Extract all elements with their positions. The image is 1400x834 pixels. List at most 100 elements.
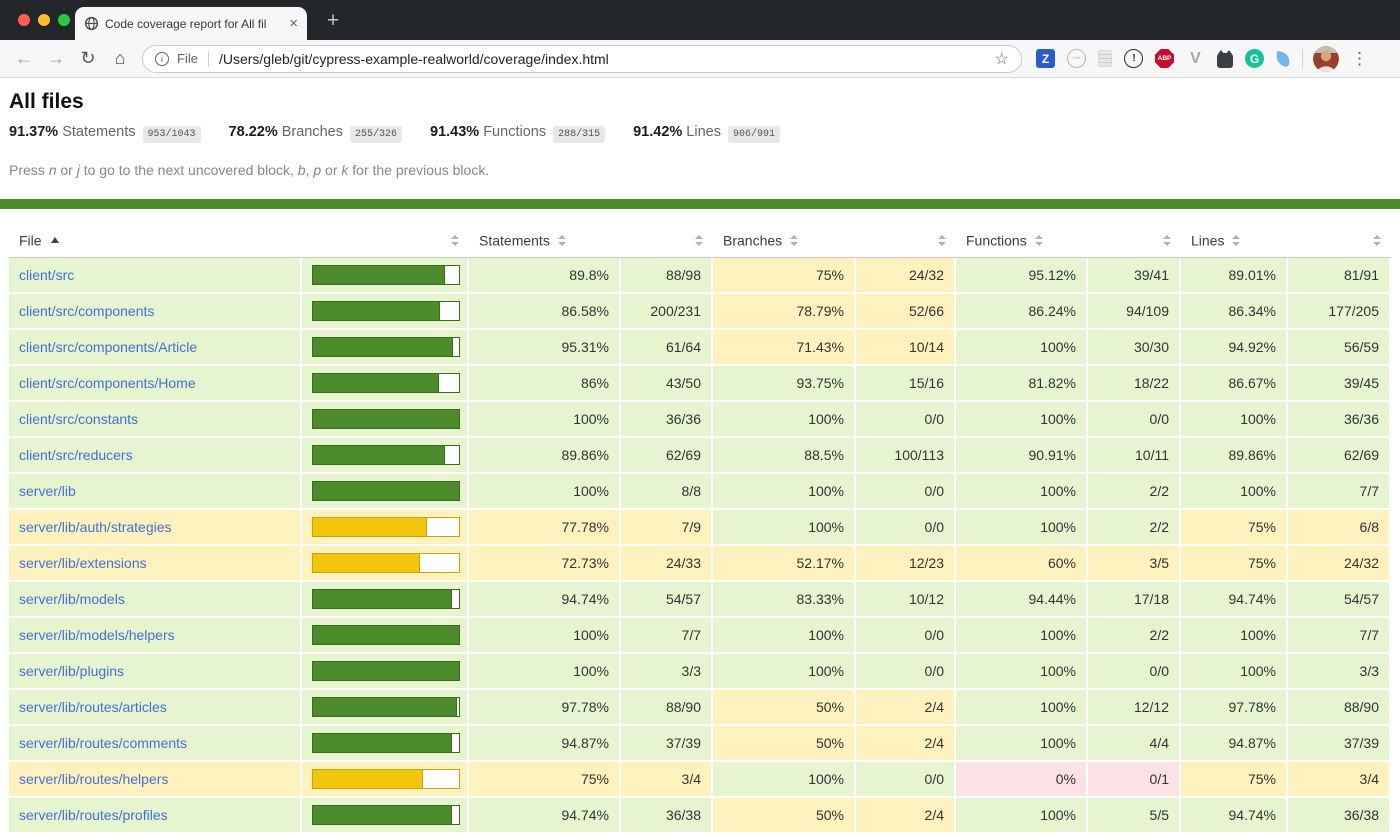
column-header-label: Statements bbox=[479, 232, 550, 249]
coverage-bar bbox=[312, 445, 460, 466]
back-icon[interactable]: ← bbox=[15, 48, 33, 68]
coverage-bar-cell bbox=[302, 546, 469, 583]
functions-fraction-cell: 4/4 bbox=[1088, 726, 1181, 763]
coverage-bar-cell bbox=[302, 798, 469, 834]
functions-pct-cell: 95.12% bbox=[956, 258, 1088, 295]
coverage-bar-empty bbox=[452, 805, 460, 826]
branches-pct-cell: 100% bbox=[713, 618, 856, 655]
window-minimize-button[interactable] bbox=[38, 14, 50, 26]
file-link[interactable]: client/src/components/Article bbox=[19, 339, 198, 356]
column-header-sorter[interactable] bbox=[856, 222, 956, 259]
url-text[interactable]: /Users/gleb/git/cypress-example-realworl… bbox=[218, 50, 609, 67]
file-cell: server/lib/auth/strategies bbox=[9, 510, 302, 547]
table-row: server/lib/models 94.74% 54/57 83.33% 10/12 9… bbox=[9, 582, 1391, 619]
exclamation-circle-extension-icon[interactable]: ! bbox=[1124, 49, 1143, 68]
file-link[interactable]: server/lib/routes/helpers bbox=[19, 771, 169, 788]
browser-menu-icon[interactable]: ⋮ bbox=[1351, 48, 1368, 68]
coverage-bar bbox=[312, 733, 460, 754]
file-cell: client/src bbox=[9, 258, 302, 295]
summary-fraction-badge: 953/1043 bbox=[142, 126, 201, 143]
hint-text: to go to the next uncovered block, bbox=[79, 162, 298, 178]
file-cell: client/src/constants bbox=[9, 402, 302, 439]
statements-fraction-cell: 36/36 bbox=[621, 402, 713, 439]
column-header-sorter[interactable] bbox=[1088, 222, 1181, 259]
file-link[interactable]: server/lib bbox=[19, 483, 76, 500]
branches-pct-cell: 50% bbox=[713, 690, 856, 727]
file-link[interactable]: server/lib/routes/comments bbox=[19, 735, 188, 752]
file-link[interactable]: client/src/constants bbox=[19, 411, 139, 428]
column-header-sorter[interactable] bbox=[1288, 222, 1391, 259]
branches-fraction-cell: 100/113 bbox=[856, 438, 956, 475]
file-link[interactable]: client/src bbox=[19, 267, 75, 284]
branches-fraction-cell: 10/14 bbox=[856, 330, 956, 367]
file-link[interactable]: client/src/components/Home bbox=[19, 375, 196, 392]
branches-pct-cell: 93.75% bbox=[713, 366, 856, 403]
column-header-lines[interactable]: Lines bbox=[1181, 222, 1288, 259]
file-link[interactable]: server/lib/models bbox=[19, 591, 125, 608]
lines-fraction-cell: 24/32 bbox=[1288, 546, 1391, 583]
hint-key: n bbox=[48, 162, 57, 178]
coverage-bar-cell bbox=[302, 510, 469, 547]
v-extension-icon[interactable]: V bbox=[1190, 49, 1201, 67]
file-link[interactable]: server/lib/routes/articles bbox=[19, 699, 167, 716]
file-link[interactable]: client/src/components bbox=[19, 303, 155, 320]
window-zoom-button[interactable] bbox=[58, 14, 70, 26]
coverage-bar-fill bbox=[312, 373, 440, 394]
file-cell: client/src/components/Article bbox=[9, 330, 302, 367]
lines-fraction-cell: 3/3 bbox=[1288, 654, 1391, 691]
file-link[interactable]: server/lib/routes/profiles bbox=[19, 807, 168, 824]
column-header-sorter[interactable] bbox=[621, 222, 713, 259]
functions-pct-cell: 81.82% bbox=[956, 366, 1088, 403]
forward-icon[interactable]: → bbox=[47, 48, 65, 68]
functions-pct-cell: 100% bbox=[956, 690, 1088, 727]
lines-fraction-cell: 88/90 bbox=[1288, 690, 1391, 727]
file-cell: client/src/components/Home bbox=[9, 366, 302, 403]
column-header-file[interactable]: File bbox=[9, 222, 302, 259]
browser-tab[interactable]: Code coverage report for All fil × bbox=[75, 7, 307, 40]
coverage-bar-cell bbox=[302, 438, 469, 475]
file-cell: server/lib/models/helpers bbox=[9, 618, 302, 655]
file-link[interactable]: server/lib/models/helpers bbox=[19, 627, 175, 644]
info-icon[interactable]: i bbox=[155, 51, 169, 66]
coverage-bar bbox=[312, 409, 460, 430]
feather-extension-icon[interactable] bbox=[1274, 50, 1292, 67]
page-extension-icon[interactable] bbox=[1098, 50, 1112, 67]
statements-pct-cell: 89.8% bbox=[469, 258, 621, 295]
file-cell: client/src/reducers bbox=[9, 438, 302, 475]
zoom-extension-icon[interactable]: Z bbox=[1036, 49, 1055, 68]
file-link[interactable]: client/src/reducers bbox=[19, 447, 133, 464]
dots-circle-extension-icon[interactable]: ··· bbox=[1067, 49, 1086, 68]
statements-pct-cell: 77.78% bbox=[469, 510, 621, 547]
sort-toggle-icon bbox=[695, 234, 703, 247]
sort-toggle-icon bbox=[451, 234, 459, 247]
column-header-statements[interactable]: Statements bbox=[469, 222, 621, 259]
grammarly-extension-icon[interactable]: G bbox=[1245, 49, 1264, 68]
abp-adblock-extension-icon[interactable]: ABP bbox=[1155, 49, 1174, 68]
profile-avatar[interactable] bbox=[1313, 45, 1339, 72]
tab-close-icon[interactable]: × bbox=[289, 14, 298, 32]
file-link[interactable]: server/lib/plugins bbox=[19, 663, 125, 680]
reload-icon[interactable]: ↻ bbox=[80, 48, 96, 68]
robot-extension-icon[interactable] bbox=[1217, 49, 1233, 68]
table-row: server/lib/extensions 72.73% 24/33 52.17% 12… bbox=[9, 546, 1391, 583]
statements-fraction-cell: 24/33 bbox=[621, 546, 713, 583]
new-tab-button[interactable]: + bbox=[326, 9, 340, 32]
column-header-sorter[interactable] bbox=[302, 222, 469, 259]
coverage-bar-empty bbox=[452, 733, 460, 754]
file-link[interactable]: server/lib/auth/strategies bbox=[19, 519, 172, 536]
summary-percentage: 91.43% bbox=[430, 124, 480, 140]
file-link[interactable]: server/lib/extensions bbox=[19, 555, 147, 572]
branches-fraction-cell: 2/4 bbox=[856, 690, 956, 727]
globe-favicon-icon bbox=[84, 16, 99, 31]
window-close-button[interactable] bbox=[18, 14, 30, 26]
column-header-functions[interactable]: Functions bbox=[956, 222, 1088, 259]
hint-text: or bbox=[321, 162, 342, 178]
branches-pct-cell: 100% bbox=[713, 510, 856, 547]
summary-percentage: 91.37% bbox=[9, 124, 59, 140]
functions-pct-cell: 100% bbox=[956, 726, 1088, 763]
column-header-branches[interactable]: Branches bbox=[713, 222, 856, 259]
address-bar[interactable]: i File /Users/gleb/git/cypress-example-r… bbox=[142, 44, 1022, 73]
bookmark-star-icon[interactable]: ☆ bbox=[994, 50, 1009, 68]
home-icon[interactable]: ⌂ bbox=[114, 48, 126, 68]
statements-fraction-cell: 62/69 bbox=[621, 438, 713, 475]
